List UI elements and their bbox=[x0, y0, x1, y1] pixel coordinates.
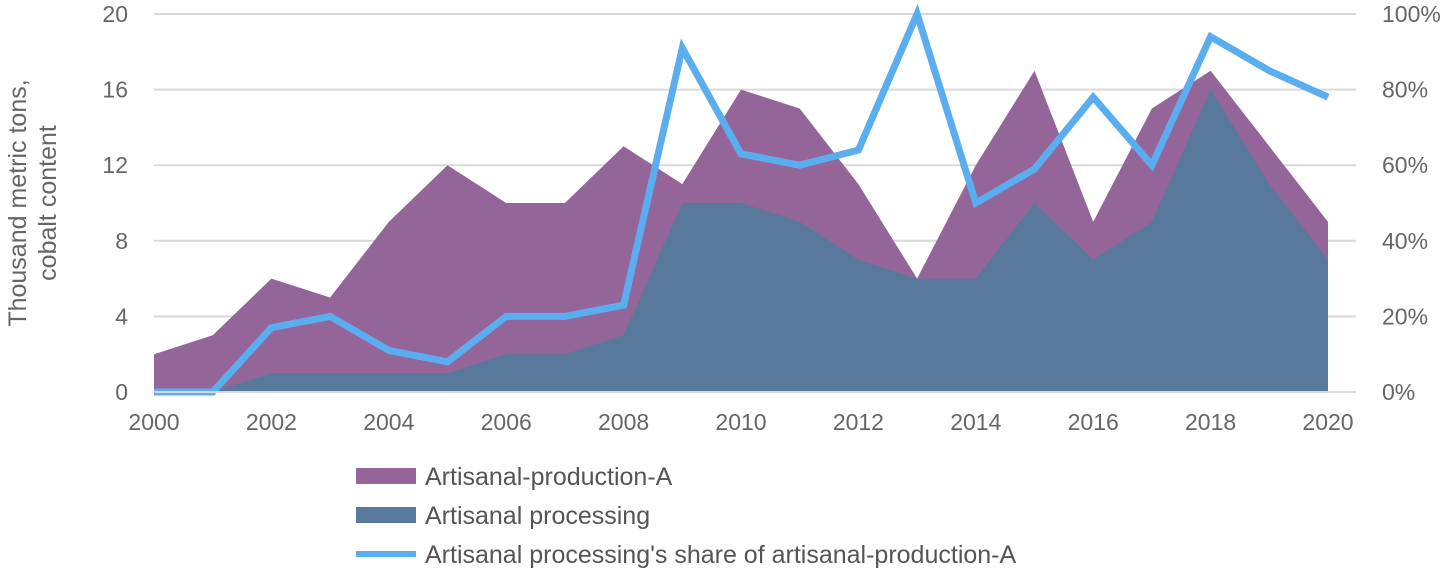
x-tick-label: 2004 bbox=[363, 409, 414, 435]
y-axis-title: Thousand metric tons,cobalt content bbox=[4, 79, 62, 326]
legend-swatch-1 bbox=[356, 507, 416, 523]
y-tick-label: 16 bbox=[102, 77, 128, 103]
y-tick-label: 20 bbox=[102, 1, 128, 27]
area-series-1 bbox=[154, 89, 1328, 392]
x-tick-label: 2018 bbox=[1185, 409, 1236, 435]
y-tick-label: 8 bbox=[115, 228, 128, 254]
legend-label: Artisanal-production-A bbox=[425, 463, 673, 491]
x-tick-label: 2000 bbox=[128, 409, 179, 435]
legend-label: Artisanal processing's share of artisana… bbox=[425, 541, 1016, 568]
axes: 0 4 8 12 16 20 0% 20% 40% 60% 80% 100% 2000 2002 2004 2… bbox=[4, 1, 1441, 435]
y-tick-label: 4 bbox=[115, 303, 128, 329]
x-tick-label: 2014 bbox=[950, 409, 1001, 435]
x-tick-label: 2016 bbox=[1068, 409, 1119, 435]
line-series bbox=[154, 3, 1330, 396]
y2-tick-label: 100% bbox=[1382, 1, 1441, 27]
legend-swatch-0 bbox=[356, 468, 416, 484]
x-tick-label: 2010 bbox=[715, 409, 766, 435]
x-tick-label: 2020 bbox=[1302, 409, 1353, 435]
y-tick-label: 12 bbox=[102, 152, 128, 178]
x-tick-label: 2008 bbox=[598, 409, 649, 435]
y2-tick-label: 60% bbox=[1382, 152, 1428, 178]
y2-tick-label: 40% bbox=[1382, 228, 1428, 254]
area-series bbox=[154, 70, 1328, 392]
x-tick-label: 2002 bbox=[246, 409, 297, 435]
line-series-2 bbox=[154, 3, 1330, 396]
y2-tick-label: 0% bbox=[1382, 379, 1415, 405]
x-tick-label: 2006 bbox=[481, 409, 532, 435]
y-axis-title-line: cobalt content bbox=[34, 125, 62, 281]
y-axis-title-line: Thousand metric tons, bbox=[4, 79, 32, 326]
legend: Artisanal-production-A Artisanal processi… bbox=[356, 463, 1016, 568]
y2-tick-label: 80% bbox=[1382, 77, 1428, 103]
x-tick-label: 2012 bbox=[833, 409, 884, 435]
y2-tick-label: 20% bbox=[1382, 303, 1428, 329]
legend-label: Artisanal processing bbox=[425, 502, 650, 530]
y-tick-label: 0 bbox=[115, 379, 128, 405]
